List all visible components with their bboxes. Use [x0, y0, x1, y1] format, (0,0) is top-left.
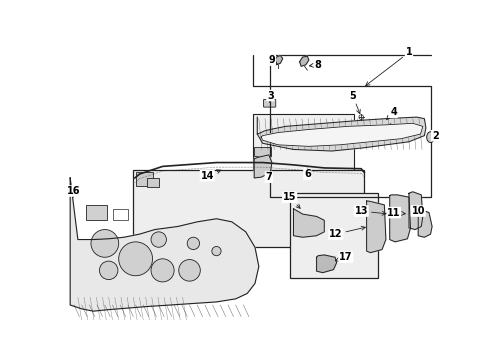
Polygon shape — [367, 201, 386, 253]
Text: 10: 10 — [412, 206, 425, 216]
Text: 11: 11 — [387, 208, 405, 217]
Polygon shape — [257, 117, 426, 151]
Polygon shape — [418, 210, 432, 237]
Text: 12: 12 — [329, 226, 366, 239]
Circle shape — [151, 232, 167, 247]
Circle shape — [151, 259, 174, 282]
Bar — [86, 205, 107, 220]
Polygon shape — [390, 195, 411, 242]
Circle shape — [212, 247, 221, 256]
Text: 8: 8 — [310, 60, 321, 70]
Text: 1: 1 — [366, 48, 413, 86]
Bar — [254, 147, 271, 156]
Text: 17: 17 — [335, 252, 353, 262]
Text: 4: 4 — [387, 108, 397, 120]
Text: 15: 15 — [283, 192, 300, 208]
Polygon shape — [409, 192, 423, 230]
Polygon shape — [300, 56, 309, 66]
Polygon shape — [294, 209, 324, 237]
Polygon shape — [70, 178, 259, 311]
Text: 9: 9 — [269, 55, 277, 65]
Bar — [253, 114, 354, 183]
Text: 7: 7 — [266, 172, 272, 182]
Circle shape — [119, 242, 152, 276]
Circle shape — [187, 237, 199, 249]
Bar — [113, 209, 128, 220]
Text: 3: 3 — [267, 91, 274, 102]
Polygon shape — [261, 123, 423, 147]
Polygon shape — [317, 255, 337, 273]
Text: 14: 14 — [200, 170, 220, 181]
Circle shape — [91, 230, 119, 257]
Text: 16: 16 — [67, 186, 80, 197]
FancyBboxPatch shape — [264, 99, 276, 107]
Circle shape — [99, 261, 118, 280]
Circle shape — [179, 260, 200, 281]
Text: 5: 5 — [349, 91, 360, 114]
Ellipse shape — [427, 132, 435, 143]
Bar — [136, 172, 152, 186]
Bar — [147, 178, 159, 187]
Polygon shape — [254, 155, 272, 178]
Text: 2: 2 — [432, 131, 439, 141]
Polygon shape — [275, 55, 283, 65]
Bar — [290, 193, 378, 278]
Text: 6: 6 — [304, 168, 311, 179]
Bar — [133, 170, 365, 247]
Text: 13: 13 — [354, 206, 386, 216]
